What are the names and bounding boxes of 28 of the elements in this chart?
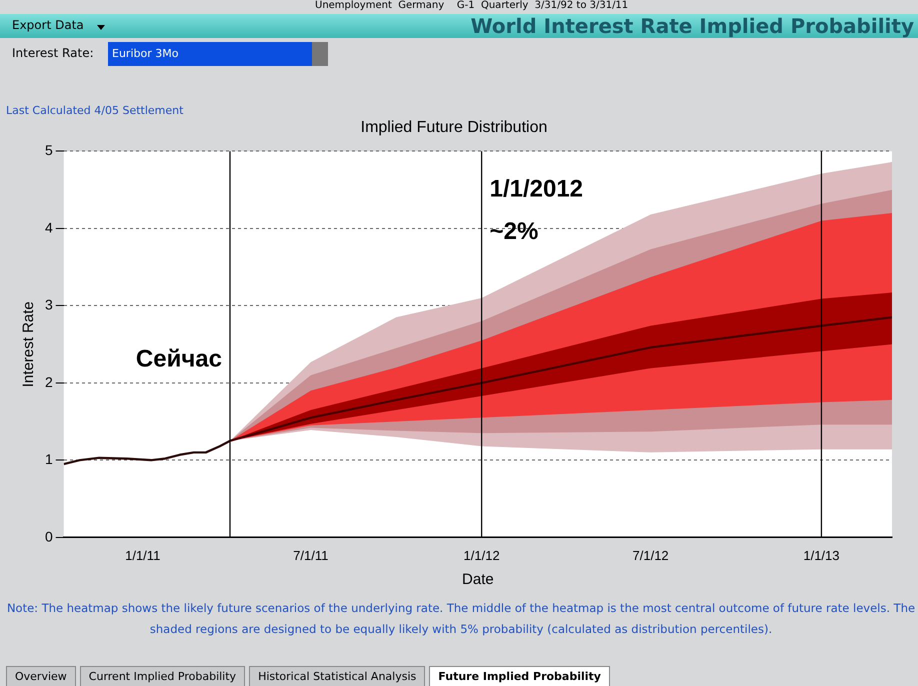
text: Export Data	[12, 18, 84, 32]
chart-subtitle: World Interest Rate Implied Probability	[470, 14, 914, 38]
annotation: 1/1/2012	[490, 175, 584, 202]
annotation: ~2%	[490, 218, 538, 245]
text: Future Implied Probability	[429, 666, 610, 686]
text: Overview	[6, 666, 76, 686]
x-tick-label: 7/1/11	[293, 548, 328, 563]
text: Last Calculated 4/05 Settlement	[6, 104, 184, 117]
dropdown-field: Euribor 3Mo	[108, 42, 328, 66]
y-tick-label: 2	[44, 374, 53, 390]
x-tick-label: 1/1/11	[125, 548, 160, 563]
x-tick-label: 1/1/12	[464, 548, 500, 563]
x-axis-title: Date	[462, 571, 494, 588]
text: Current Implied Probability	[80, 666, 246, 686]
text: Interest Rate:	[12, 46, 94, 60]
y-tick-label: 5	[44, 142, 53, 158]
y-tick-label: 3	[44, 296, 53, 313]
text: Unemployment Germany G-1 Quarterly 3/31/92 to 3/31/11	[315, 0, 628, 11]
y-tick-label: 0	[44, 528, 53, 544]
text: Historical Statistical Analysis	[249, 666, 426, 686]
x-tick-label: 7/1/12	[632, 548, 669, 563]
chart-title: Implied Future Distribution	[360, 119, 548, 136]
y-tick-label: 1	[44, 451, 53, 468]
x-tick-label: 1/1/13	[803, 548, 840, 563]
annotation: Сейчас	[136, 345, 222, 372]
y-tick-label: 4	[44, 219, 53, 236]
y-axis-title: Interest Rate	[20, 301, 38, 388]
text: Note: The heatmap shows the likely future scenarios of the underlying rate. The middle of the heatmap is the most central outcome of future rate levels. The shaded regions are designed to be equally likely with 5% probability (calculated as distribution percentiles).	[6, 600, 916, 638]
